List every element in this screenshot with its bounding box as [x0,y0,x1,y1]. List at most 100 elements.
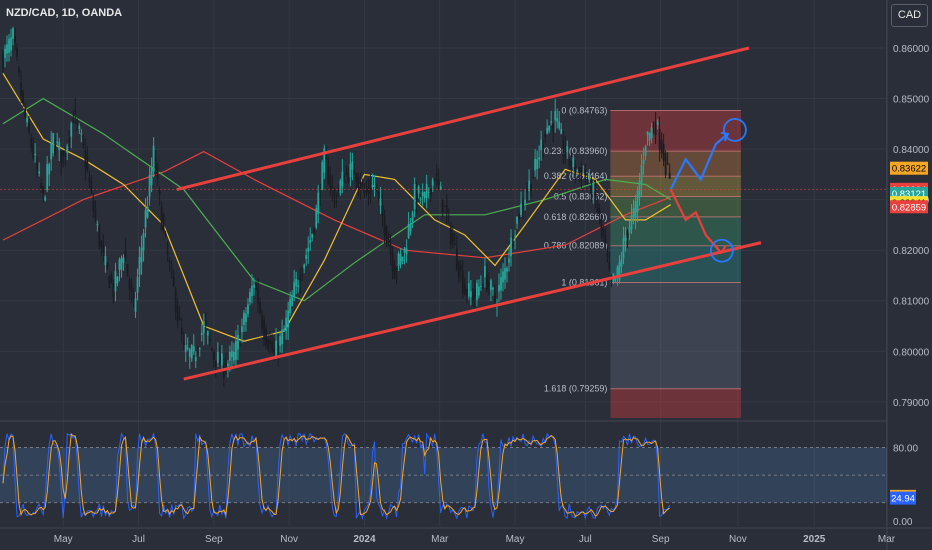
candle [630,215,633,230]
candle [34,154,37,156]
candle [620,259,623,267]
candle [92,201,95,211]
candle [325,157,328,160]
price-badge-label: 0.83121 [892,189,926,200]
moving-average-line [2,97,672,302]
candle [381,205,384,216]
oscillator-badge [890,491,916,505]
candle [158,190,161,195]
candle [345,171,348,173]
candle [192,346,195,352]
time-tick-label: Sep [205,534,223,545]
candle [106,262,109,268]
time-tick-label: Jul [579,534,592,545]
candle [357,177,360,189]
candle [218,356,221,365]
candle [154,157,157,173]
candle [658,129,661,150]
candle [490,280,492,291]
candle [632,208,635,217]
candle [124,250,127,262]
candle [488,281,490,287]
candle [664,153,667,175]
candle [333,189,336,197]
candle [22,90,24,104]
candle [391,252,394,272]
candle [662,143,665,161]
fib-zone [610,282,741,389]
bullish-forecast-path [669,133,729,190]
candle [536,159,539,169]
candle [375,183,378,189]
candle [156,167,159,178]
candle [365,190,368,192]
price-badge-label: 0.82859 [892,202,926,213]
candle [580,167,583,181]
fib-level-label: 1.618 (0.79259) [544,384,608,394]
candle [58,142,61,150]
candle [445,205,448,214]
candle [144,210,147,228]
candle [202,321,205,334]
currency-button[interactable]: CAD [891,4,928,27]
fib-level-label: 0 (0.84763) [561,106,607,116]
candle [20,82,22,97]
candle [437,179,440,185]
candle [469,291,472,298]
candle [471,292,474,301]
candle [142,233,145,251]
candle [520,203,522,216]
candle [4,48,6,58]
candle [285,317,288,331]
candle [237,334,239,350]
candle [46,164,49,191]
candle [2,53,4,70]
candle [10,37,12,51]
candle [558,121,561,129]
candle [405,248,408,255]
stochastic-k-line [2,431,671,521]
candle [50,142,53,160]
candle [618,262,621,281]
candle [96,224,99,226]
candle [514,235,516,237]
candle [369,185,372,195]
candle [42,186,45,193]
candle [305,254,308,259]
candle [399,253,402,265]
candle [477,286,480,296]
candle [70,122,73,137]
candle [140,247,143,263]
price-tick-label: 0.85000 [893,95,930,106]
candle [32,144,35,158]
candle [574,165,577,175]
fib-level-label: 0.236 (0.83960) [544,146,608,156]
candle [449,227,452,244]
candle [275,340,277,359]
candle [222,367,225,378]
fib-zone [610,388,741,418]
channel-upper-line [176,46,750,191]
candle [654,122,657,136]
candle [564,146,567,158]
price-badge-label: 0.83622 [892,164,926,175]
candle [196,352,199,354]
candle [457,261,460,278]
candle [417,186,420,194]
time-tick-label: Sep [652,534,670,545]
candle [506,267,508,272]
candle [277,353,279,356]
candle [522,203,524,207]
oscillator-tick-label: 0.00 [893,517,913,528]
candle [18,67,20,73]
candle [532,177,535,179]
candle [239,344,241,346]
candle [60,151,63,164]
candle [311,234,314,238]
candle [425,184,428,198]
candle [126,264,129,277]
candle [544,134,547,137]
candle [622,238,625,259]
candle [162,214,165,231]
